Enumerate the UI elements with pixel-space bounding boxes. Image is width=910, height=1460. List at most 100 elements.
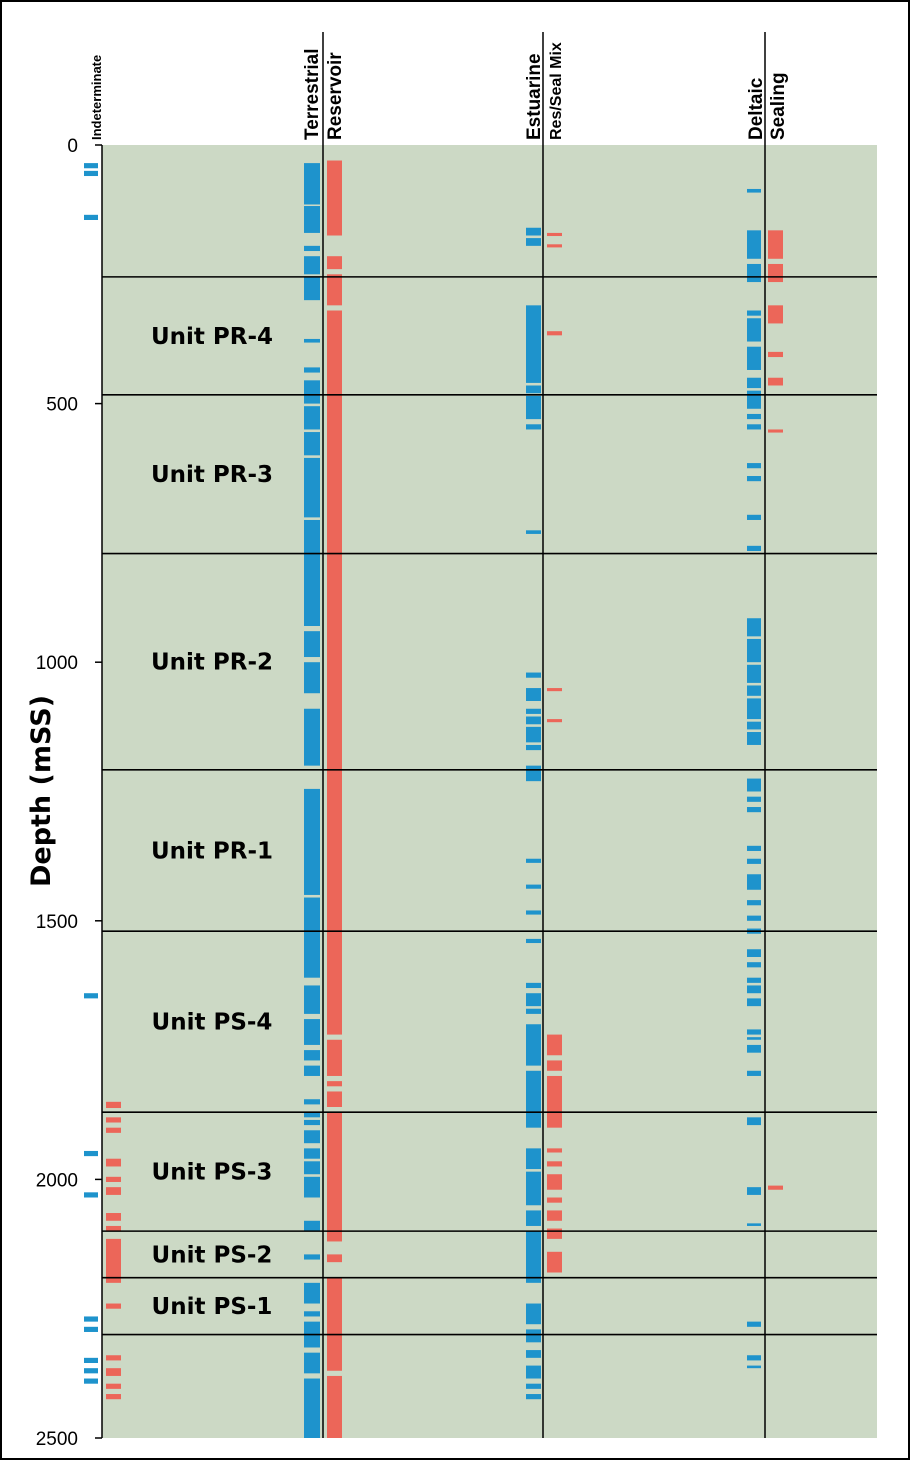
res-seal-mix-interval xyxy=(547,1060,562,1071)
terrestrial-interval xyxy=(304,163,320,205)
res-seal-mix-interval xyxy=(547,232,562,237)
deltaic-interval xyxy=(747,638,761,663)
deltaic-interval xyxy=(747,318,761,342)
terrestrial-interval xyxy=(304,631,320,658)
unit-label: Unit PR-1 xyxy=(151,838,273,864)
deltaic-interval xyxy=(747,1037,761,1040)
terrestrial-interval xyxy=(304,1161,320,1175)
estuarine-interval xyxy=(526,1303,541,1325)
terrestrial-interval xyxy=(304,256,320,275)
column-label-terrestrial: Terrestrial xyxy=(302,48,323,140)
indeterminate-interval xyxy=(84,170,98,177)
estuarine-interval xyxy=(526,672,541,678)
indeterminate-seal-interval xyxy=(106,1394,121,1400)
res-seal-mix-interval xyxy=(547,1210,562,1221)
y-tick-label: 1500 xyxy=(36,912,78,933)
indeterminate-interval xyxy=(84,993,98,999)
deltaic-interval xyxy=(747,1223,761,1226)
estuarine-interval xyxy=(526,884,541,889)
column-label-deltaic: Deltaic xyxy=(746,77,767,140)
terrestrial-interval xyxy=(304,708,320,766)
deltaic-interval xyxy=(747,377,761,389)
deltaic-interval xyxy=(747,664,761,683)
deltaic-interval xyxy=(747,1070,761,1076)
estuarine-interval xyxy=(526,227,541,236)
deltaic-interval xyxy=(747,390,761,409)
terrestrial-interval xyxy=(304,1130,320,1144)
estuarine-interval xyxy=(526,708,541,714)
y-axis: 0 500 1000 1500 2000 2500 xyxy=(36,136,103,1450)
estuarine-interval xyxy=(526,938,541,944)
reservoir-interval xyxy=(327,1254,342,1263)
terrestrial-interval xyxy=(304,206,320,233)
deltaic-interval xyxy=(747,230,761,259)
reservoir-interval xyxy=(327,310,342,1035)
y-tick-label: 500 xyxy=(46,395,78,416)
indeterminate-interval xyxy=(84,1378,98,1384)
terrestrial-interval xyxy=(304,1112,320,1118)
indeterminate-interval xyxy=(84,1192,98,1198)
terrestrial-interval xyxy=(304,338,320,343)
res-seal-mix-interval xyxy=(547,1251,562,1273)
reservoir-interval xyxy=(327,256,342,270)
res-seal-mix-interval xyxy=(547,1228,562,1239)
deltaic-interval xyxy=(747,949,761,958)
unit-boundaries xyxy=(102,276,877,1336)
estuarine-interval xyxy=(526,726,541,743)
estuarine-interval xyxy=(526,424,541,430)
terrestrial-interval xyxy=(304,788,320,895)
estuarine-interval xyxy=(526,530,541,534)
deltaic-interval xyxy=(747,900,761,906)
sealing-interval xyxy=(768,305,783,324)
sealing-interval xyxy=(768,351,783,358)
sealing-interval xyxy=(768,429,783,433)
estuarine-interval xyxy=(526,910,541,915)
indeterminate-seal-interval xyxy=(106,1368,121,1376)
terrestrial-interval xyxy=(304,1176,320,1198)
deltaic-interval xyxy=(747,424,761,430)
res-seal-mix-interval xyxy=(547,1174,562,1190)
terrestrial-interval xyxy=(304,1311,320,1317)
deltaic-interval xyxy=(747,1365,761,1369)
estuarine-interval xyxy=(526,1394,541,1400)
indeterminate-seal-interval xyxy=(106,1117,121,1123)
unit-label: Unit PR-2 xyxy=(151,650,273,676)
reservoir-interval xyxy=(327,1039,342,1076)
column-label-sealing: Sealing xyxy=(768,72,789,140)
terrestrial-interval xyxy=(304,1352,320,1374)
unit-label: Unit PS-4 xyxy=(152,1010,273,1036)
deltaic-interval xyxy=(747,476,761,482)
deltaic-interval xyxy=(747,1355,761,1361)
terrestrial-interval xyxy=(304,367,320,373)
deltaic-interval xyxy=(747,1117,761,1126)
terrestrial-interval xyxy=(304,457,320,518)
deltaic-interval xyxy=(747,685,761,696)
res-seal-mix-interval xyxy=(547,1197,562,1203)
terrestrial-interval xyxy=(304,985,320,1014)
deltaic-interval xyxy=(747,698,761,720)
estuarine-interval xyxy=(526,1365,541,1379)
estuarine-interval xyxy=(526,744,541,751)
deltaic-interval xyxy=(747,413,761,420)
column-label-indeterminate: Indeterminate xyxy=(89,55,104,140)
column-label-reservoir: Reservoir xyxy=(325,52,346,140)
deltaic-interval xyxy=(747,796,761,802)
res-seal-mix-interval xyxy=(547,1148,562,1153)
indeterminate-seal-interval xyxy=(106,1383,121,1389)
indeterminate-interval xyxy=(84,1316,98,1322)
indeterminate-seal-interval xyxy=(106,1176,121,1182)
column-labels: Indeterminate Terrestrial Reservoir Estuari… xyxy=(89,42,789,140)
deltaic-interval xyxy=(747,858,761,864)
reservoir-interval xyxy=(327,1277,342,1371)
deltaic-interval xyxy=(747,463,761,469)
reservoir-interval xyxy=(327,274,342,306)
terrestrial-interval xyxy=(304,1065,320,1076)
terrestrial-interval xyxy=(304,1050,320,1061)
deltaic-interval xyxy=(747,514,761,520)
estuarine-interval xyxy=(526,1329,541,1343)
y-tick-label: 2000 xyxy=(36,1170,78,1191)
estuarine-interval xyxy=(526,765,541,782)
estuarine-interval xyxy=(526,395,541,420)
terrestrial-interval xyxy=(304,1282,320,1304)
